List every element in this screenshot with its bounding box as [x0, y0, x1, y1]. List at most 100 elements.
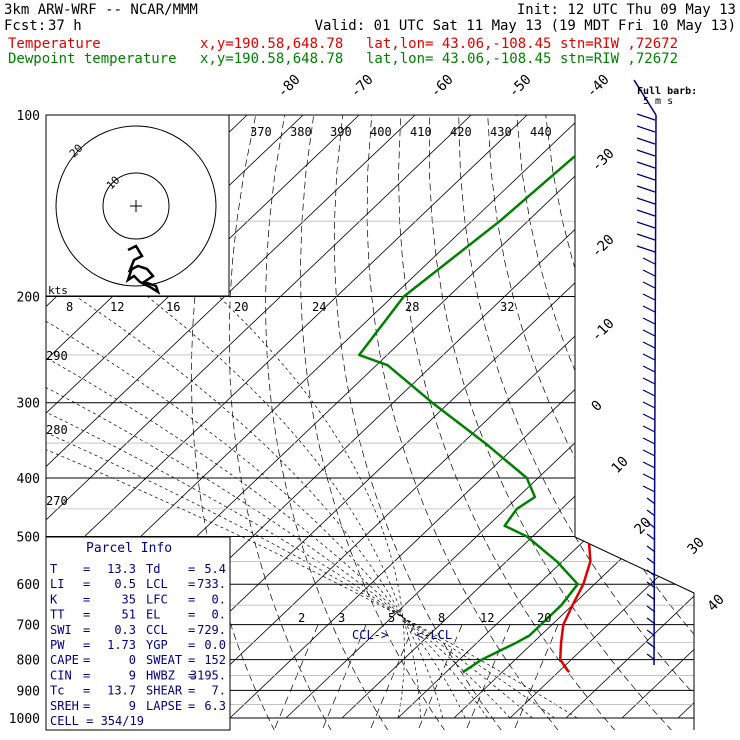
wind-barb-flag: [636, 137, 656, 145]
parcel-param-equals: =: [83, 577, 90, 591]
parcel-param-name: LCL: [146, 577, 168, 591]
parcel-param-value: 729.: [197, 623, 226, 637]
isotherm-label: -20: [589, 232, 618, 261]
parcel-param-equals: =: [83, 623, 90, 637]
parcel-param-equals: =: [83, 699, 90, 713]
parcel-param-name: YGP: [146, 638, 168, 652]
parcel-param-value: 9: [129, 699, 136, 713]
parcel-param-name: CIN: [50, 668, 72, 682]
dewpoint-station: stn=RIW ,72672: [560, 51, 679, 67]
mixing-ratio-label: 12: [480, 611, 494, 625]
parcel-param-equals: =: [83, 653, 90, 667]
dry-adiabat-line: [574, 115, 694, 730]
parcel-param-equals: =: [188, 592, 195, 606]
wind-barb-flag: [646, 533, 656, 541]
wind-barb-flag: [636, 161, 656, 169]
wind-barb-flag: [642, 473, 656, 481]
wind-barb-flag: [642, 329, 656, 337]
theta-label: 280: [46, 423, 68, 437]
isotherm-line: [229, 115, 694, 719]
parcel-param-name: PW: [50, 638, 65, 652]
theta-label: 410: [410, 125, 432, 139]
parcel-param-value: 0.5: [114, 577, 136, 591]
parcel-param-name: K: [50, 592, 58, 606]
wind-barbs: Full barb:5 m s: [633, 79, 697, 666]
parcel-param-equals: =: [83, 562, 90, 576]
pressure-tick-label: 900: [17, 684, 40, 699]
mixing-ratio-label: 32: [500, 300, 514, 314]
wind-barb-flag: [636, 209, 656, 217]
parcel-param-name: CAPE: [50, 653, 79, 667]
parcel-param-equals: =: [188, 577, 195, 591]
dry-adiabat-line: [300, 115, 446, 730]
parcel-param-value: 13.7: [107, 684, 136, 698]
hodograph-ring: [55, 125, 217, 287]
wind-barb-flag: [646, 617, 656, 625]
dewpoint-profile-line: [357, 115, 624, 674]
theta-label: 270: [46, 494, 68, 508]
mixing-ratio-label: 2: [298, 611, 305, 625]
parcel-param-name: SWI: [50, 623, 72, 637]
parcel-param-value: 0.: [212, 592, 226, 606]
wind-barb-flag: [642, 269, 656, 277]
isotherm-line: [509, 115, 694, 719]
dewpoint-xy: x,y=190.58,648.78: [200, 51, 344, 67]
wind-barb-staff: [633, 79, 657, 116]
mixing-ratio-label: 20: [537, 611, 551, 625]
parcel-param-name: LI: [50, 577, 64, 591]
dry-adiabat-line: [228, 115, 332, 730]
wind-barb-flag: [636, 221, 656, 229]
wind-barb-flag: [646, 557, 656, 565]
theta-label: 440: [530, 125, 552, 139]
isotherm-label: -60: [428, 72, 457, 101]
mixing-ratio-label: 24: [312, 300, 326, 314]
mixing-ratio-line: [322, 619, 369, 729]
dry-adiabat-line: [366, 115, 559, 730]
dry-adiabat-line: [632, 115, 694, 730]
isotherm-line: [46, 115, 416, 719]
parcel-param-value: 0: [129, 653, 136, 667]
moist-adiabat-line: [147, 296, 421, 719]
parcel-param-value: 1.73: [107, 638, 136, 652]
parcel-param-equals: =: [188, 668, 195, 682]
mixing-ratio-line: [514, 619, 561, 729]
mixing-ratio-label: 16: [166, 300, 180, 314]
isotherm-label: 20: [632, 515, 655, 538]
wind-barb-flag: [642, 401, 656, 409]
temperature-profile-line: [558, 115, 694, 674]
wind-barb-flag: [646, 569, 656, 577]
wind-barb-flag: [642, 449, 656, 457]
wind-barb-staff: [653, 114, 657, 666]
pressure-tick-label: 700: [17, 619, 40, 634]
parcel-param-equals: =: [188, 608, 195, 622]
isotherm-label: -30: [589, 146, 618, 175]
wind-barb-flag: [642, 317, 656, 325]
pressure-tick-label: 500: [17, 530, 40, 545]
moist-adiabat-line: [46, 296, 578, 719]
dry-adiabat-line: [487, 115, 694, 730]
pressure-tick-label: 800: [17, 654, 40, 669]
mixing-ratio-line: [274, 619, 321, 729]
isotherm-label: -10: [589, 316, 618, 345]
parcel-param-value: 9: [129, 668, 136, 682]
dry-adiabat-line: [398, 115, 616, 730]
wind-barb-flag: [642, 281, 656, 289]
wind-barb-flag: [642, 353, 656, 361]
mixing-ratio-line: [370, 619, 417, 729]
ccl-marker: CCL->: [352, 628, 388, 642]
isotherm-line: [565, 115, 694, 719]
temperature-latlon: lat,lon= 43.06,-108.45: [366, 36, 552, 52]
full-barb-label: Full barb:: [637, 86, 697, 97]
parcel-info-frame: [45, 536, 231, 731]
parcel-param-equals: =: [83, 592, 90, 606]
moist-adiabat-line: [46, 296, 466, 719]
parcel-param-name: LFC: [146, 592, 168, 606]
mixing-ratio-label: 28: [405, 300, 419, 314]
parcel-param-value: 5.4: [204, 562, 226, 576]
parcel-param-name: SWEAT: [146, 653, 182, 667]
parcel-param-equals: =: [188, 653, 195, 667]
storm-cell-motion: CELL = 354/19: [50, 714, 144, 728]
parcel-param-equals: =: [83, 608, 90, 622]
